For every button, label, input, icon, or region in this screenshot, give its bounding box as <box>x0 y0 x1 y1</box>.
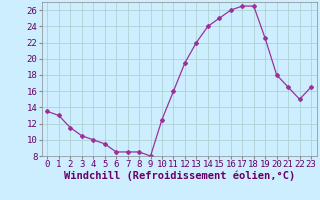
X-axis label: Windchill (Refroidissement éolien,°C): Windchill (Refroidissement éolien,°C) <box>64 171 295 181</box>
